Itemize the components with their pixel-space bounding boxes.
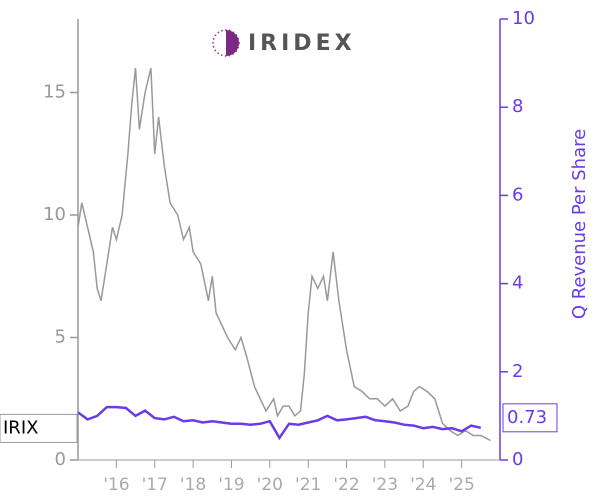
x-tick-label: '25 xyxy=(448,475,474,495)
y-tick-label: 15 xyxy=(43,82,66,103)
y2-tick-label: 10 xyxy=(512,8,535,29)
logo-text: IRIDEX xyxy=(248,31,356,56)
logo: IRIDEX xyxy=(212,29,356,57)
y2-tick-label: 8 xyxy=(512,96,523,117)
y-tick-label: 10 xyxy=(43,204,66,225)
x-tick-label: '20 xyxy=(257,475,283,495)
y2-tick-label: 4 xyxy=(512,273,523,294)
y2-tick-label: 0 xyxy=(512,449,523,470)
y2-tick-label: 2 xyxy=(512,361,523,382)
y2-tick-label: 6 xyxy=(512,184,523,205)
x-tick-label: '21 xyxy=(295,475,321,495)
x-tick-label: '19 xyxy=(218,475,244,495)
value-label: 0.73 xyxy=(507,407,547,428)
value-label-box xyxy=(502,403,558,433)
x-tick-label: '22 xyxy=(333,475,359,495)
series-line xyxy=(77,405,482,441)
x-tick-label: '17 xyxy=(142,475,168,495)
x-tick-label: '18 xyxy=(180,475,206,495)
series-line xyxy=(77,67,491,442)
logo-icon-half xyxy=(226,30,239,56)
series-label-box xyxy=(0,413,78,443)
x-tick-label: '23 xyxy=(372,475,398,495)
y2-axis-label: Q Revenue Per Share xyxy=(569,129,590,319)
y-tick-label: 5 xyxy=(55,327,66,348)
x-tick-label: '16 xyxy=(103,475,129,495)
series-label: IRIX xyxy=(3,417,38,438)
y-tick-label: 0 xyxy=(55,449,66,470)
x-tick-label: '24 xyxy=(410,475,436,495)
